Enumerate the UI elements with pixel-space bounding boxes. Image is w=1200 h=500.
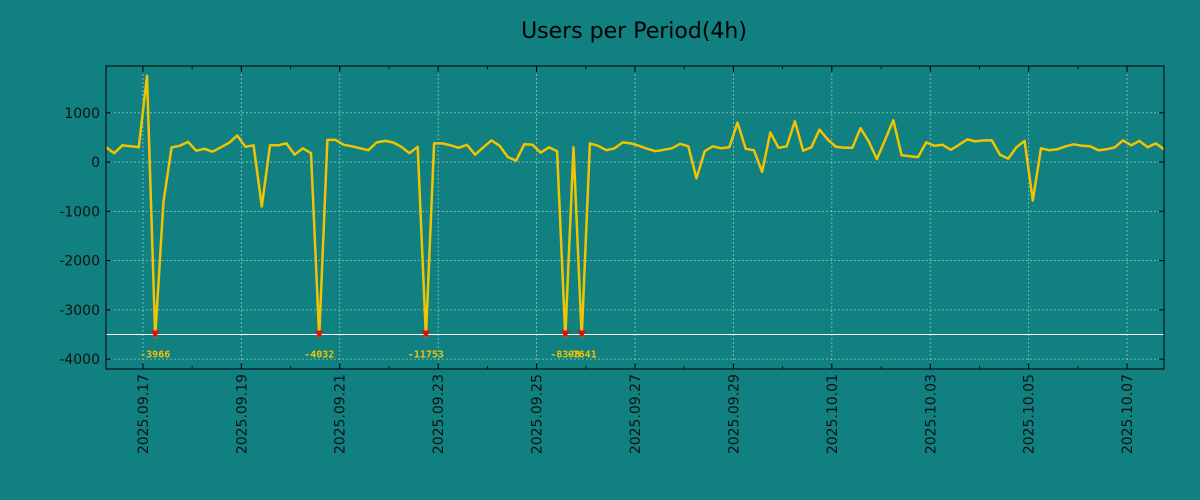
x-tick-label: 2025.09.23 — [431, 374, 447, 454]
series-layer — [105, 74, 1165, 339]
x-tick-label: 2025.09.29 — [726, 374, 742, 454]
anomaly-marker — [421, 330, 431, 339]
y-tick-label: -4000 — [59, 352, 100, 368]
marker-layer: -3966 -4032 -11753 -8398-7641 — [140, 330, 597, 361]
anomaly-marker — [577, 330, 587, 339]
series-line-users — [105, 74, 1165, 339]
x-tick-label: 2025.10.03 — [923, 374, 939, 454]
y-tick-label: -1000 — [59, 204, 100, 220]
anomaly-label: -11753 — [408, 350, 444, 361]
anomaly-label: -8398 — [550, 350, 580, 361]
x-tick-label: 2025.09.25 — [530, 374, 546, 454]
x-tick-label: 2025.09.27 — [628, 374, 644, 454]
anomaly-label: -4032 — [304, 350, 334, 361]
grid — [106, 66, 1164, 369]
x-tick-label: 2025.10.01 — [825, 374, 841, 454]
anomaly-label: -7641 — [567, 350, 597, 361]
y-tick-label: -2000 — [59, 254, 100, 270]
axes: 1000 0 -1000 -2000 -3000 -4000 2025.09.17 2025.… — [59, 66, 1164, 454]
x-tick-label: 2025.10.05 — [1022, 374, 1038, 454]
anomaly-marker — [314, 330, 324, 339]
x-tick-label: 2025.10.07 — [1120, 374, 1136, 454]
anomaly-marker — [560, 330, 570, 339]
x-tick-label: 2025.09.17 — [136, 374, 152, 454]
anomaly-marker — [150, 330, 160, 339]
x-tick-label: 2025.09.21 — [333, 374, 349, 454]
chart-title: Users per Period(4h) — [521, 19, 747, 44]
y-tick-label: -3000 — [59, 303, 100, 319]
y-tick-label: 0 — [91, 155, 100, 171]
y-tick-label: 1000 — [64, 106, 100, 122]
anomaly-label: -3966 — [140, 350, 170, 361]
x-tick-label: 2025.09.19 — [234, 374, 250, 454]
